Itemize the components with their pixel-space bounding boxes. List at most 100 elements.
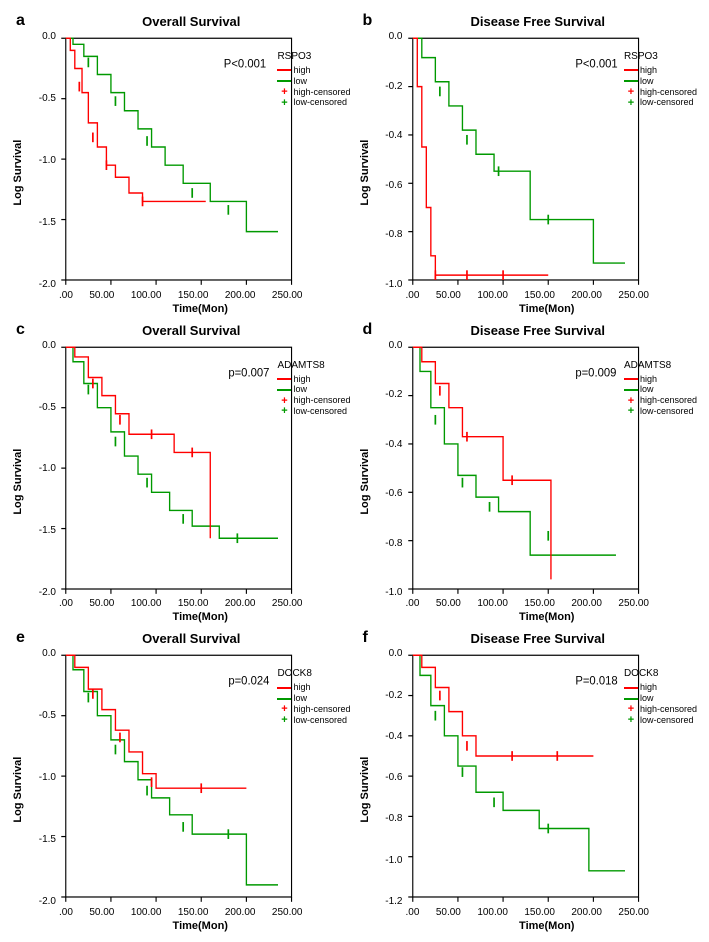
legend-item-low: low: [277, 384, 350, 395]
chart-title: Overall Survival: [30, 14, 353, 29]
legend-item-low-censored: +low-censored: [277, 715, 350, 726]
p-value: P<0.001: [224, 57, 266, 70]
p-value: p=0.024: [228, 674, 270, 687]
legend-item-low: low: [624, 693, 697, 704]
xtick: 150.00: [524, 598, 555, 609]
ytick: -1.0: [375, 279, 403, 290]
ytick: -1.5: [28, 217, 56, 228]
chart-title: Overall Survival: [30, 323, 353, 338]
xtick: .00: [406, 907, 420, 918]
legend-item-high: high: [624, 65, 697, 76]
x-axis-label: Time(Mon): [48, 611, 353, 623]
ytick: -0.8: [375, 813, 403, 824]
chart-title: Disease Free Survival: [377, 14, 700, 29]
ytick: -2.0: [28, 279, 56, 290]
legend: DOCK8 high low +high-censored +low-censo…: [277, 668, 350, 725]
xtick: 250.00: [272, 290, 303, 301]
legend-title: ADAMTS8: [277, 360, 350, 372]
y-ticks: 0.0-0.5-1.0-1.5-2.0: [28, 648, 59, 907]
legend-item-low-censored: +low-censored: [277, 406, 350, 417]
chart-title: Disease Free Survival: [377, 323, 700, 338]
curve-high: [66, 656, 247, 789]
xtick: 100.00: [477, 290, 508, 301]
legend-item-low: low: [624, 384, 697, 395]
y-ticks: 0.0-0.5-1.0-1.5-2.0: [28, 340, 59, 599]
curve-high: [66, 38, 206, 201]
ytick: 0.0: [375, 31, 403, 42]
y-ticks: 0.0-0.2-0.4-0.6-0.8-1.0: [375, 31, 406, 290]
y-axis-label: Log Survival: [357, 340, 375, 624]
y-axis-label: Log Survival: [10, 340, 28, 624]
ytick: -0.8: [375, 229, 403, 240]
ytick: -0.4: [375, 731, 403, 742]
panel-a: a Overall Survival Log Survival 0.0-0.5-…: [10, 10, 353, 315]
legend: RSPO3 high low +high-censored +low-censo…: [624, 51, 697, 108]
legend-item-high: high: [277, 374, 350, 385]
legend-item-high-censored: +high-censored: [277, 395, 350, 406]
legend-item-high: high: [277, 65, 350, 76]
ytick: 0.0: [28, 648, 56, 659]
xtick: 150.00: [178, 290, 209, 301]
ytick: 0.0: [28, 31, 56, 42]
xtick: 250.00: [272, 907, 303, 918]
ytick: -1.0: [28, 772, 56, 783]
ytick: -0.2: [375, 389, 403, 400]
panel-f: f Disease Free Survival Log Survival 0.0…: [357, 627, 700, 932]
xtick: 250.00: [618, 290, 649, 301]
x-ticks: .0050.00100.00150.00200.00250.00: [59, 907, 303, 918]
ytick: 0.0: [375, 648, 403, 659]
xtick: 200.00: [571, 907, 602, 918]
ytick: -1.2: [375, 896, 403, 907]
legend-item-high: high: [277, 682, 350, 693]
legend-item-low: low: [277, 76, 350, 87]
chart-title: Overall Survival: [30, 631, 353, 646]
legend: DOCK8 high low +high-censored +low-censo…: [624, 668, 697, 725]
xtick: 50.00: [436, 598, 461, 609]
legend-item-high-censored: +high-censored: [277, 87, 350, 98]
legend-item-high-censored: +high-censored: [624, 87, 697, 98]
legend-item-high-censored: +high-censored: [624, 704, 697, 715]
xtick: .00: [406, 290, 420, 301]
legend-item-low: low: [277, 693, 350, 704]
ytick: -0.2: [375, 690, 403, 701]
xtick: 50.00: [436, 290, 461, 301]
x-ticks: .0050.00100.00150.00200.00250.00: [59, 598, 303, 609]
ytick: -1.0: [28, 463, 56, 474]
x-ticks: .0050.00100.00150.00200.00250.00: [406, 598, 650, 609]
ytick: -1.0: [375, 587, 403, 598]
legend-title: RSPO3: [624, 51, 697, 63]
ytick: -0.5: [28, 710, 56, 721]
y-axis-label: Log Survival: [357, 31, 375, 315]
panel-label: e: [16, 629, 25, 647]
ytick: -2.0: [28, 896, 56, 907]
y-ticks: 0.0-0.2-0.4-0.6-0.8-1.0: [375, 340, 406, 599]
xtick: 150.00: [524, 290, 555, 301]
legend-item-low-censored: +low-censored: [277, 97, 350, 108]
xtick: 50.00: [89, 907, 114, 918]
xtick: 200.00: [571, 598, 602, 609]
xtick: .00: [406, 598, 420, 609]
ytick: -1.0: [28, 155, 56, 166]
x-ticks: .0050.00100.00150.00200.00250.00: [59, 290, 303, 301]
xtick: 100.00: [477, 598, 508, 609]
x-ticks: .0050.00100.00150.00200.00250.00: [406, 290, 650, 301]
xtick: 250.00: [618, 907, 649, 918]
x-axis-label: Time(Mon): [48, 920, 353, 932]
legend: ADAMTS8 high low +high-censored +low-cen…: [277, 360, 350, 417]
x-axis-label: Time(Mon): [48, 303, 353, 315]
x-axis-label: Time(Mon): [395, 303, 700, 315]
legend-title: ADAMTS8: [624, 360, 697, 372]
legend-title: DOCK8: [624, 668, 697, 680]
xtick: .00: [59, 290, 73, 301]
y-axis-label: Log Survival: [10, 31, 28, 315]
legend-item-low-censored: +low-censored: [624, 715, 697, 726]
xtick: 200.00: [225, 907, 256, 918]
xtick: 200.00: [225, 290, 256, 301]
panel-d: d Disease Free Survival Log Survival 0.0…: [357, 319, 700, 624]
ytick: -0.6: [375, 180, 403, 191]
p-value: p=0.007: [228, 366, 269, 379]
p-value: P=0.018: [575, 674, 617, 687]
panel-label: f: [363, 629, 368, 647]
curve-high: [66, 347, 210, 538]
ytick: -0.2: [375, 81, 403, 92]
